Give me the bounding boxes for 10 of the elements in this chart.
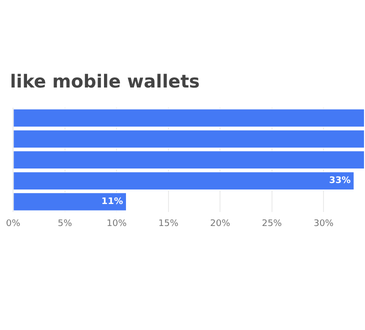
- x-tick-label: 30%: [314, 218, 334, 229]
- x-tick-label: 10%: [106, 218, 128, 229]
- x-tick-label: 20%: [210, 218, 231, 229]
- x-tick-label: 0%: [6, 218, 21, 229]
- data-label: 11%: [101, 197, 123, 208]
- x-tick-label: 25%: [262, 218, 282, 229]
- x-tick-label: 15%: [158, 218, 179, 229]
- data-label: 33%: [329, 176, 351, 186]
- chart-title: like mobile wallets: [10, 71, 200, 92]
- x-tick-label: 5%: [58, 218, 72, 229]
